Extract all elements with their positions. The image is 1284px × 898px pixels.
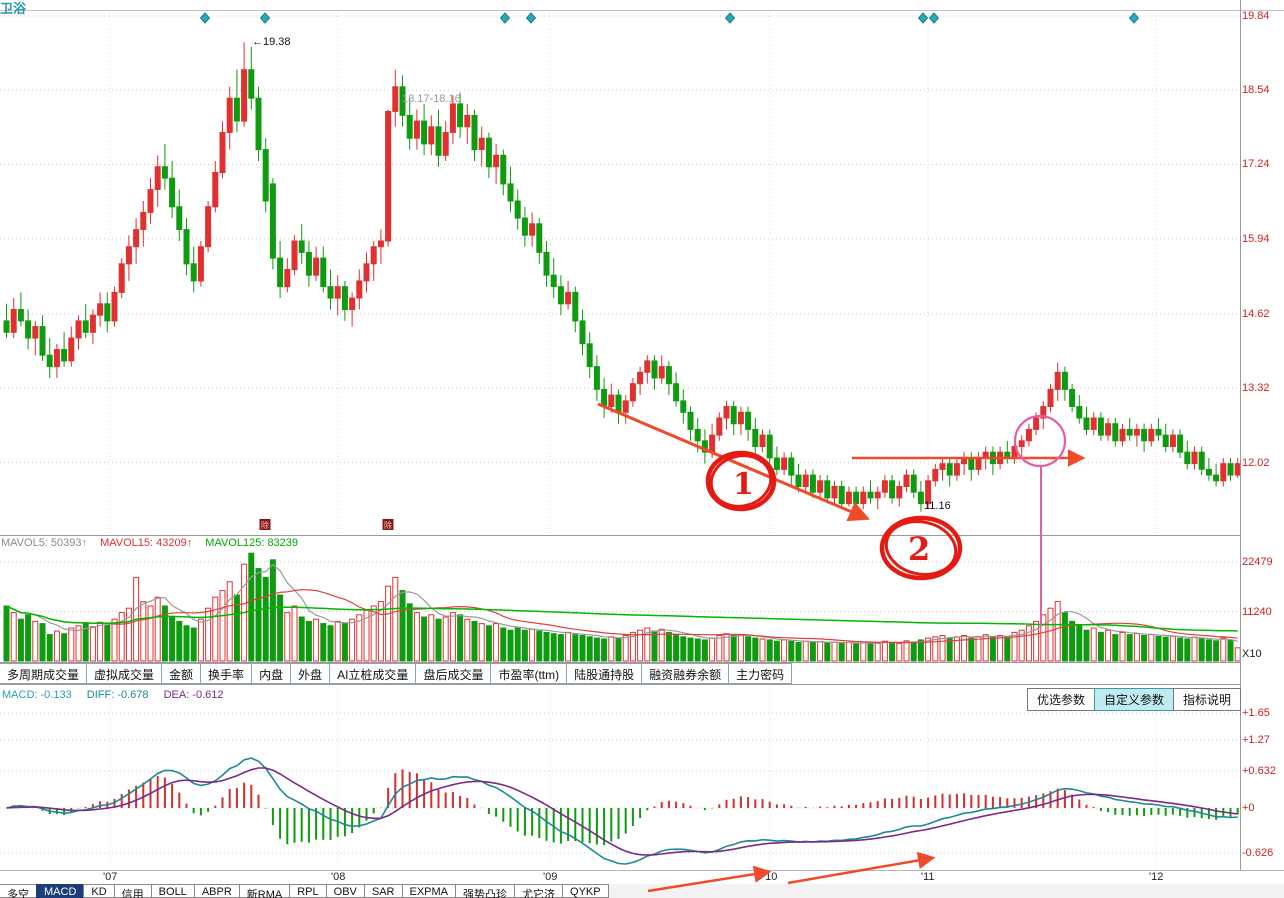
low-price-annotation: 11.16 — [924, 500, 951, 512]
bottom-tab-强势凸珍[interactable]: 强势凸珍 — [455, 884, 516, 898]
price-axis-label: 17.24 — [1242, 158, 1270, 171]
macd-axis-label: -0.626 — [1242, 847, 1274, 859]
param-button-自定义参数[interactable]: 自定义参数 — [1094, 688, 1175, 711]
price-axis-label: 14.62 — [1242, 308, 1270, 321]
event-diamond-icon — [928, 12, 940, 24]
indicator-tab-内盘[interactable]: 内盘 — [251, 663, 292, 684]
axis-column-divider — [1240, 0, 1241, 870]
param-button-优选参数[interactable]: 优选参数 — [1027, 688, 1096, 711]
mavol5-label: MAVOL5: 50393↑ — [1, 537, 88, 549]
indicator-tab-多周期成交量[interactable]: 多周期成交量 — [0, 663, 88, 684]
bottom-tab-EXPMA[interactable]: EXPMA — [401, 884, 457, 898]
price-volume-divider — [0, 535, 1240, 536]
volume-axis-label: 11240 — [1242, 605, 1272, 618]
price-axis-label: 13.32 — [1242, 382, 1270, 395]
event-diamond-icon — [525, 12, 537, 24]
bottom-tab-OBV[interactable]: OBV — [325, 884, 365, 898]
indicator-tab-主力密码[interactable]: 主力密码 — [728, 663, 793, 684]
bottom-tab-ABPR[interactable]: ABPR — [193, 884, 240, 898]
year-label-09: '09 — [543, 871, 558, 883]
price-axis-label: 15.94 — [1242, 232, 1270, 245]
bottom-tab-信用[interactable]: 信用 — [113, 884, 152, 898]
macd-chart[interactable] — [0, 684, 1240, 872]
macd-axis-label: +0 — [1242, 802, 1255, 814]
tabs-macd-divider — [0, 684, 1240, 685]
svg-text:除: 除 — [261, 520, 269, 530]
bottom-tab-QYKP[interactable]: QYKP — [562, 884, 609, 898]
year-label-08: '08 — [331, 871, 346, 883]
top-divider — [0, 10, 1284, 11]
peak-price-annotation: ←19.38 — [252, 36, 291, 48]
bottom-tab-MACD[interactable]: MACD — [36, 884, 85, 898]
year-label-07: '07 — [103, 871, 118, 883]
bottom-tab-尤它济[interactable]: 尤它济 — [514, 884, 564, 898]
volume-axis-label: 22479 — [1242, 556, 1273, 569]
event-diamond-icon — [1128, 12, 1140, 24]
bottom-tab-KD[interactable]: KD — [83, 884, 115, 898]
year-label-12: '12 — [1149, 871, 1164, 883]
event-diamond-icon — [724, 12, 736, 24]
price-axis-label: 12.02 — [1242, 456, 1270, 469]
time-axis: '07 '08 '09 '10 '11 '12 — [0, 871, 1284, 884]
diff-value: DIFF: -0.678 — [86, 689, 149, 701]
price-axis-label: 19.84 — [1242, 10, 1270, 22]
indicator-tab-虚拟成交量[interactable]: 虚拟成交量 — [86, 663, 163, 684]
dea-value: DEA: -0.612 — [163, 689, 224, 701]
bottom-tab-SAR[interactable]: SAR — [363, 884, 403, 898]
price-axis-label: 18.54 — [1242, 84, 1270, 97]
macd-xaxis-divider — [0, 870, 1284, 871]
bottom-tab-BOLL[interactable]: BOLL — [150, 884, 195, 898]
gap-price-annotation: 18.17-18.16 — [402, 93, 461, 105]
bottom-indicator-tab-bar: 多空 MACD KD 信用 BOLL ABPR 新RMA RPL OBV SAR EXPMA 强势凸珍… — [0, 884, 1284, 898]
indicator-tab-AI立桩成交量[interactable]: AI立桩成交量 — [329, 663, 417, 684]
stock-name: 卫浴 — [0, 1, 27, 16]
volume-tabs-divider — [0, 662, 1240, 663]
indicator-tab-市盈率(ttm)[interactable]: 市盈率(ttm) — [490, 663, 568, 684]
event-diamond-icon — [917, 12, 929, 24]
macd-value: MACD: -0.133 — [2, 689, 72, 701]
indicator-tab-盘后成交量[interactable]: 盘后成交量 — [415, 663, 492, 684]
indicator-tab-金额[interactable]: 金额 — [161, 663, 202, 684]
param-button-指标说明[interactable]: 指标说明 — [1173, 688, 1242, 711]
svg-text:除: 除 — [384, 520, 392, 530]
mavol15-label: MAVOL15: 43209↑ — [100, 537, 193, 549]
macd-param-buttons: 优选参数 自定义参数 指标说明 — [1027, 688, 1242, 711]
event-diamond-icon — [259, 12, 271, 24]
macd-axis-label: +0.632 — [1242, 765, 1276, 777]
volume-chart[interactable] — [0, 535, 1240, 662]
ex-rights-marker — [259, 519, 271, 530]
bottom-tab-RPL[interactable]: RPL — [289, 884, 327, 898]
volume-ma-labels: MAVOL5: 50393↑ MAVOL15: 43209↑ MAVOL125:… — [1, 537, 308, 549]
volume-unit-label: X10 — [1242, 648, 1262, 660]
year-label-11: '11 — [921, 871, 935, 883]
macd-axis-label: +1.27 — [1242, 734, 1270, 746]
bottom-tab-新RMA[interactable]: 新RMA — [238, 884, 291, 898]
indicator-tab-换手率[interactable]: 换手率 — [200, 663, 253, 684]
bottom-tab-多空[interactable]: 多空 — [0, 884, 37, 898]
candlestick-chart[interactable]: 除除 — [0, 0, 1240, 535]
macd-value-labels: MACD: -0.133 DIFF: -0.678 DEA: -0.612 — [2, 689, 236, 701]
event-diamond-icon — [499, 12, 511, 24]
mavol125-label: MAVOL125: 83239 — [205, 537, 299, 549]
indicator-tab-陆股通持股[interactable]: 陆股通持股 — [566, 663, 643, 684]
indicator-tab-融资融券余额[interactable]: 融资融券余额 — [641, 663, 730, 684]
event-diamond-icon — [199, 12, 211, 24]
macd-axis-label: +1.65 — [1242, 707, 1270, 719]
year-label-10: '10 — [763, 871, 778, 883]
indicator-tab-外盘[interactable]: 外盘 — [290, 663, 331, 684]
ex-rights-marker — [382, 519, 394, 530]
indicator-tab-bar: 多周期成交量 虚拟成交量 金额 换手率 内盘 外盘 AI立桩成交量 盘后成交量 市盈率(ttm)… — [0, 663, 793, 684]
